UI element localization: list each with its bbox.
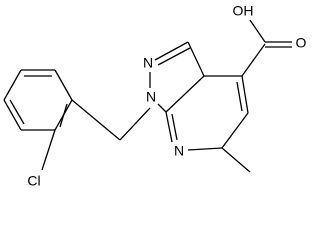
atom-label: O [296,35,307,51]
atom-labels: OH O N N N Cl [27,3,306,189]
atom-label: N [174,143,184,159]
atom-label: N [146,89,156,105]
structure-diagram: OH O N N N Cl [3,3,307,189]
atom-label: Cl [27,173,40,189]
bonds [3,19,292,173]
atom-label: N [143,55,153,71]
atom-label: OH [233,3,254,19]
